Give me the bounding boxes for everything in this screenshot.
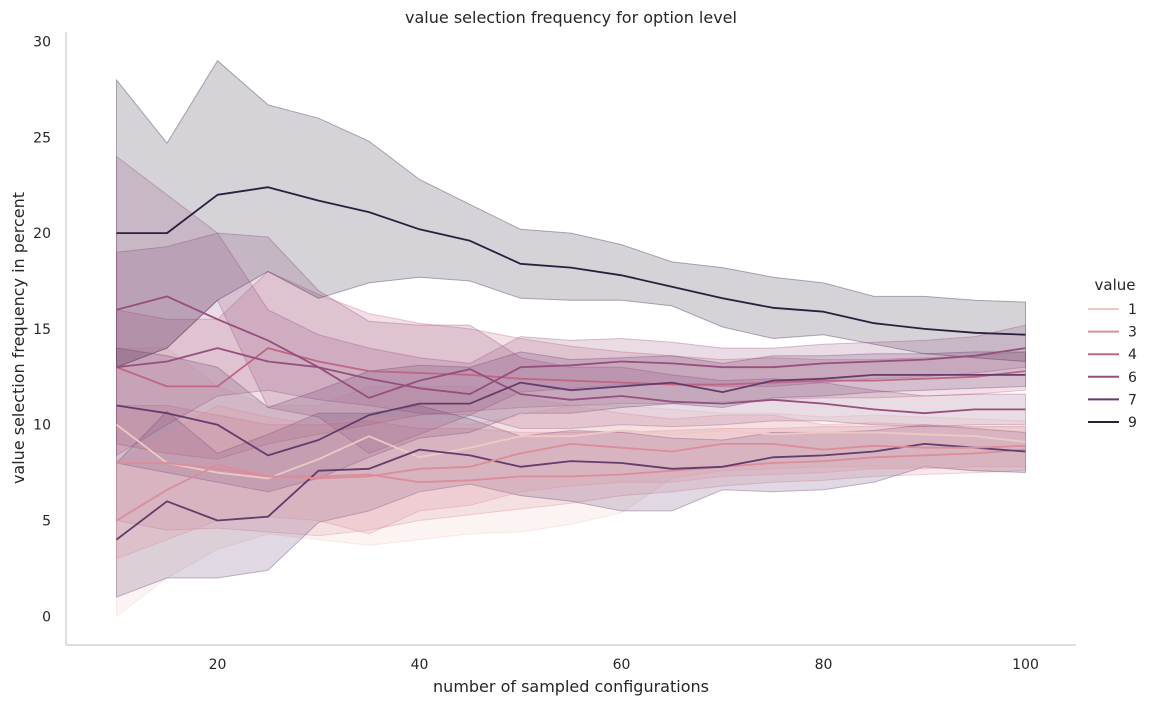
y-tick-label: 30 xyxy=(33,35,51,51)
series-line-extra-8 xyxy=(116,347,1026,396)
legend-label: 6 xyxy=(1128,370,1137,386)
legend-label: 7 xyxy=(1128,392,1137,408)
x-tick-label: 100 xyxy=(1012,657,1039,673)
legend-title: value xyxy=(1095,276,1136,294)
confidence-band-extra-8 xyxy=(116,155,1026,457)
y-tick-label: 5 xyxy=(42,513,51,529)
y-tick-label: 15 xyxy=(33,322,51,338)
y-tick-label: 0 xyxy=(42,609,51,625)
confidence-bands xyxy=(116,59,1026,618)
confidence-band-7 xyxy=(116,347,1026,493)
series-line-extra-6 xyxy=(115,442,1026,541)
y-tick-labels: 0 5 10 15 20 25 30 xyxy=(33,35,51,626)
confidence-band-9 xyxy=(116,59,1026,368)
x-tick-labels: 20 40 60 80 100 xyxy=(209,657,1039,673)
y-tick-label: 10 xyxy=(33,418,51,434)
confidence-band-extra-7 xyxy=(116,404,1026,560)
series-line-1 xyxy=(115,423,1026,480)
series-line-6 xyxy=(116,295,1026,415)
legend-label: 3 xyxy=(1128,325,1137,341)
confidence-band-3 xyxy=(116,405,1026,537)
y-tick-label: 20 xyxy=(33,226,51,242)
series-line-9 xyxy=(116,186,1026,336)
confidence-band-1 xyxy=(116,347,1026,618)
series-line-4 xyxy=(116,347,1026,388)
legend-label: 1 xyxy=(1128,302,1137,318)
x-tick-label: 20 xyxy=(209,657,227,673)
x-tick-label: 60 xyxy=(613,657,631,673)
y-tick-label: 25 xyxy=(33,130,51,146)
series-line-7 xyxy=(116,373,1026,457)
legend-label: 9 xyxy=(1128,415,1137,431)
x-axis-label: number of sampled configurations xyxy=(433,677,709,696)
series-lines xyxy=(115,186,1026,541)
chart-title: value selection frequency for option lev… xyxy=(405,8,737,27)
legend-label: 4 xyxy=(1128,347,1137,363)
x-tick-label: 80 xyxy=(815,657,833,673)
x-tick-label: 40 xyxy=(411,657,429,673)
confidence-band-extra-6 xyxy=(116,404,1026,598)
legend: value 1 3 4 6 7 9 xyxy=(1088,276,1137,431)
y-axis-label: value selection frequency in percent xyxy=(9,192,28,484)
series-line-extra-7 xyxy=(116,442,1026,522)
confidence-band-6 xyxy=(116,232,1026,454)
